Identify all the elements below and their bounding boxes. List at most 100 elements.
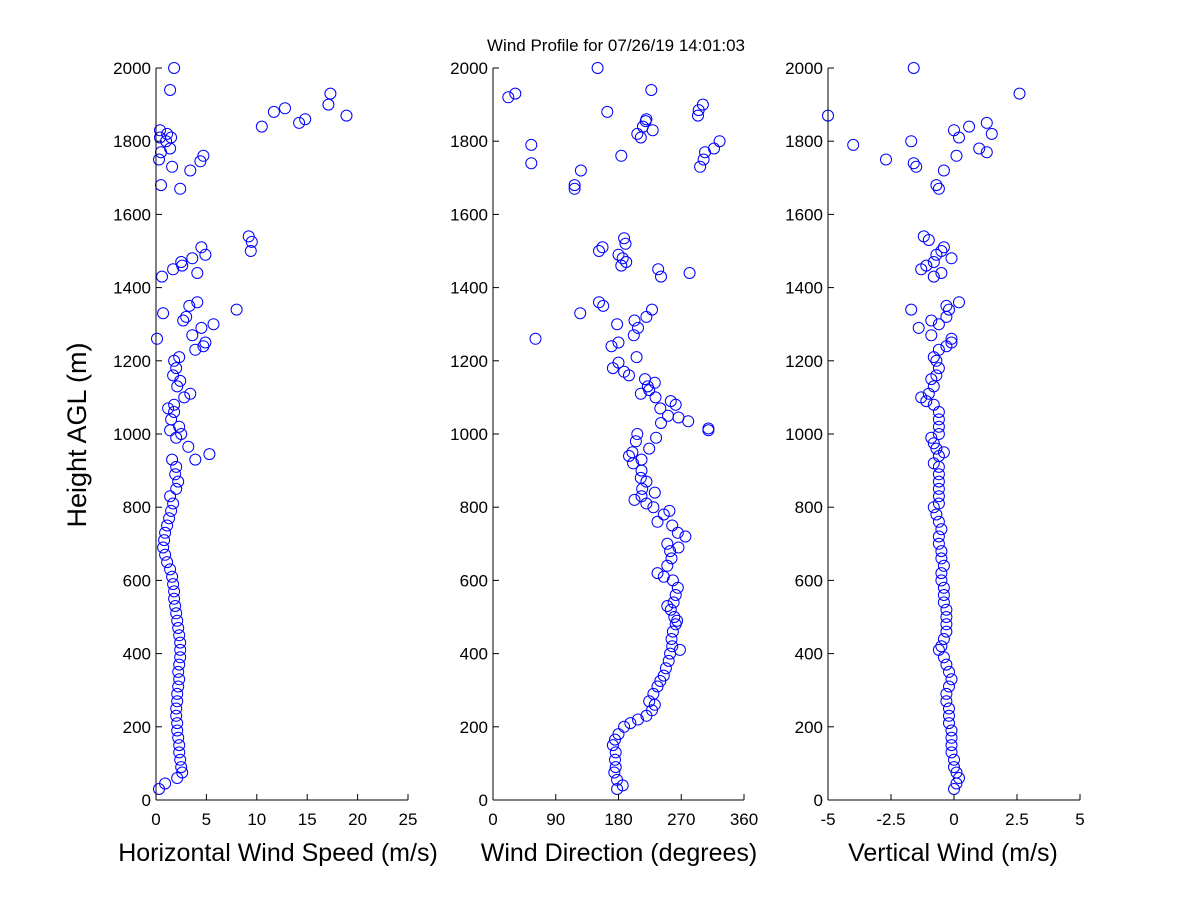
data-point [953, 772, 965, 784]
data-point [905, 135, 918, 148]
data-point [207, 318, 220, 331]
data-point [666, 625, 679, 638]
data-point [664, 395, 677, 408]
data-point [937, 241, 950, 254]
data-point [632, 321, 644, 334]
data-point [940, 695, 953, 708]
y-ticks: 0 200 400 600 800 1000 1200 1400 1600 1800 2000 [785, 59, 834, 810]
data-point [927, 256, 940, 268]
data-point [626, 446, 639, 459]
vertical-wind-label: Vertical Wind (m/s) [848, 839, 1058, 867]
chart-title: Wind Profile for 07/26/19 14:01:03 [487, 36, 745, 55]
data-point [943, 702, 955, 715]
data-point [673, 643, 686, 656]
data-point [932, 468, 945, 481]
data-point [171, 695, 184, 708]
data-point [651, 567, 664, 580]
y-tick-label: 1000 [113, 425, 151, 444]
data-point [195, 321, 208, 334]
x-tick-label: 90 [546, 810, 565, 829]
data-point [568, 179, 581, 192]
data-point [182, 440, 195, 453]
data-point [172, 622, 185, 634]
data-point [930, 442, 943, 455]
data-point [628, 314, 641, 327]
data-point [171, 724, 184, 737]
data-point [927, 380, 940, 393]
data-point [157, 307, 170, 320]
data-point [905, 303, 918, 316]
data-point [667, 596, 680, 609]
data-point [932, 530, 945, 543]
data-point [168, 592, 181, 605]
data-point [502, 91, 515, 104]
data-point [927, 398, 940, 411]
data-point [175, 761, 188, 774]
data-point [293, 116, 306, 129]
data-point [657, 669, 670, 682]
y-tick-label: 600 [795, 571, 823, 590]
data-point [176, 766, 189, 779]
data-point [568, 182, 581, 195]
data-point [199, 248, 212, 261]
data-point [930, 369, 943, 382]
x-tick-label: 180 [604, 810, 632, 829]
data-point [927, 270, 940, 283]
y-tick-label: 1800 [450, 132, 488, 151]
data-point [525, 157, 538, 170]
x-tick-label: 0 [488, 810, 497, 829]
x-tick-label: 15 [298, 810, 317, 829]
data-point [937, 581, 950, 594]
data-point [945, 336, 958, 349]
data-point [663, 504, 676, 517]
data-point [932, 428, 945, 440]
y-tick-label: 400 [460, 645, 488, 664]
data-point [170, 362, 183, 375]
data-point [662, 409, 674, 422]
data-point [184, 164, 197, 177]
y-tick-label: 1800 [785, 132, 823, 151]
data-point [935, 640, 948, 653]
data-point [639, 373, 651, 386]
data-point [649, 391, 662, 404]
data-point [683, 267, 696, 279]
data-point [664, 545, 677, 558]
x-tick-label: 25 [399, 810, 418, 829]
data-point [629, 435, 642, 448]
data-point [646, 303, 658, 316]
data-point [191, 296, 204, 309]
data-point [267, 105, 280, 118]
data-point [161, 556, 174, 569]
data-point [165, 504, 178, 517]
data-point [616, 252, 629, 265]
data-point [661, 559, 674, 572]
y-tick-label: 1400 [785, 279, 823, 298]
y-tick-label: 600 [123, 571, 151, 590]
data-point [609, 746, 622, 759]
data-point [943, 680, 955, 693]
data-point [935, 523, 948, 536]
data-point [605, 340, 618, 353]
data-point [279, 102, 291, 115]
data-point [170, 709, 183, 722]
data-point [164, 84, 177, 96]
data-point [920, 259, 933, 272]
data-point [927, 437, 940, 450]
data-point [643, 442, 656, 455]
data-point [935, 267, 948, 279]
data-point [609, 753, 621, 766]
data-point [907, 62, 920, 74]
data-point [197, 149, 210, 162]
data-point [963, 120, 976, 133]
y-tick-label: 2000 [113, 59, 151, 78]
data-point [697, 153, 710, 166]
data-point [624, 717, 637, 730]
data-point [647, 501, 660, 514]
y-tick-label: 800 [123, 498, 151, 517]
y-tick-label: 2000 [785, 59, 823, 78]
data-point [666, 519, 679, 532]
data-point [168, 585, 181, 598]
x-tick-label: -5 [820, 810, 835, 829]
data-point [657, 570, 670, 583]
data-point [930, 179, 943, 192]
